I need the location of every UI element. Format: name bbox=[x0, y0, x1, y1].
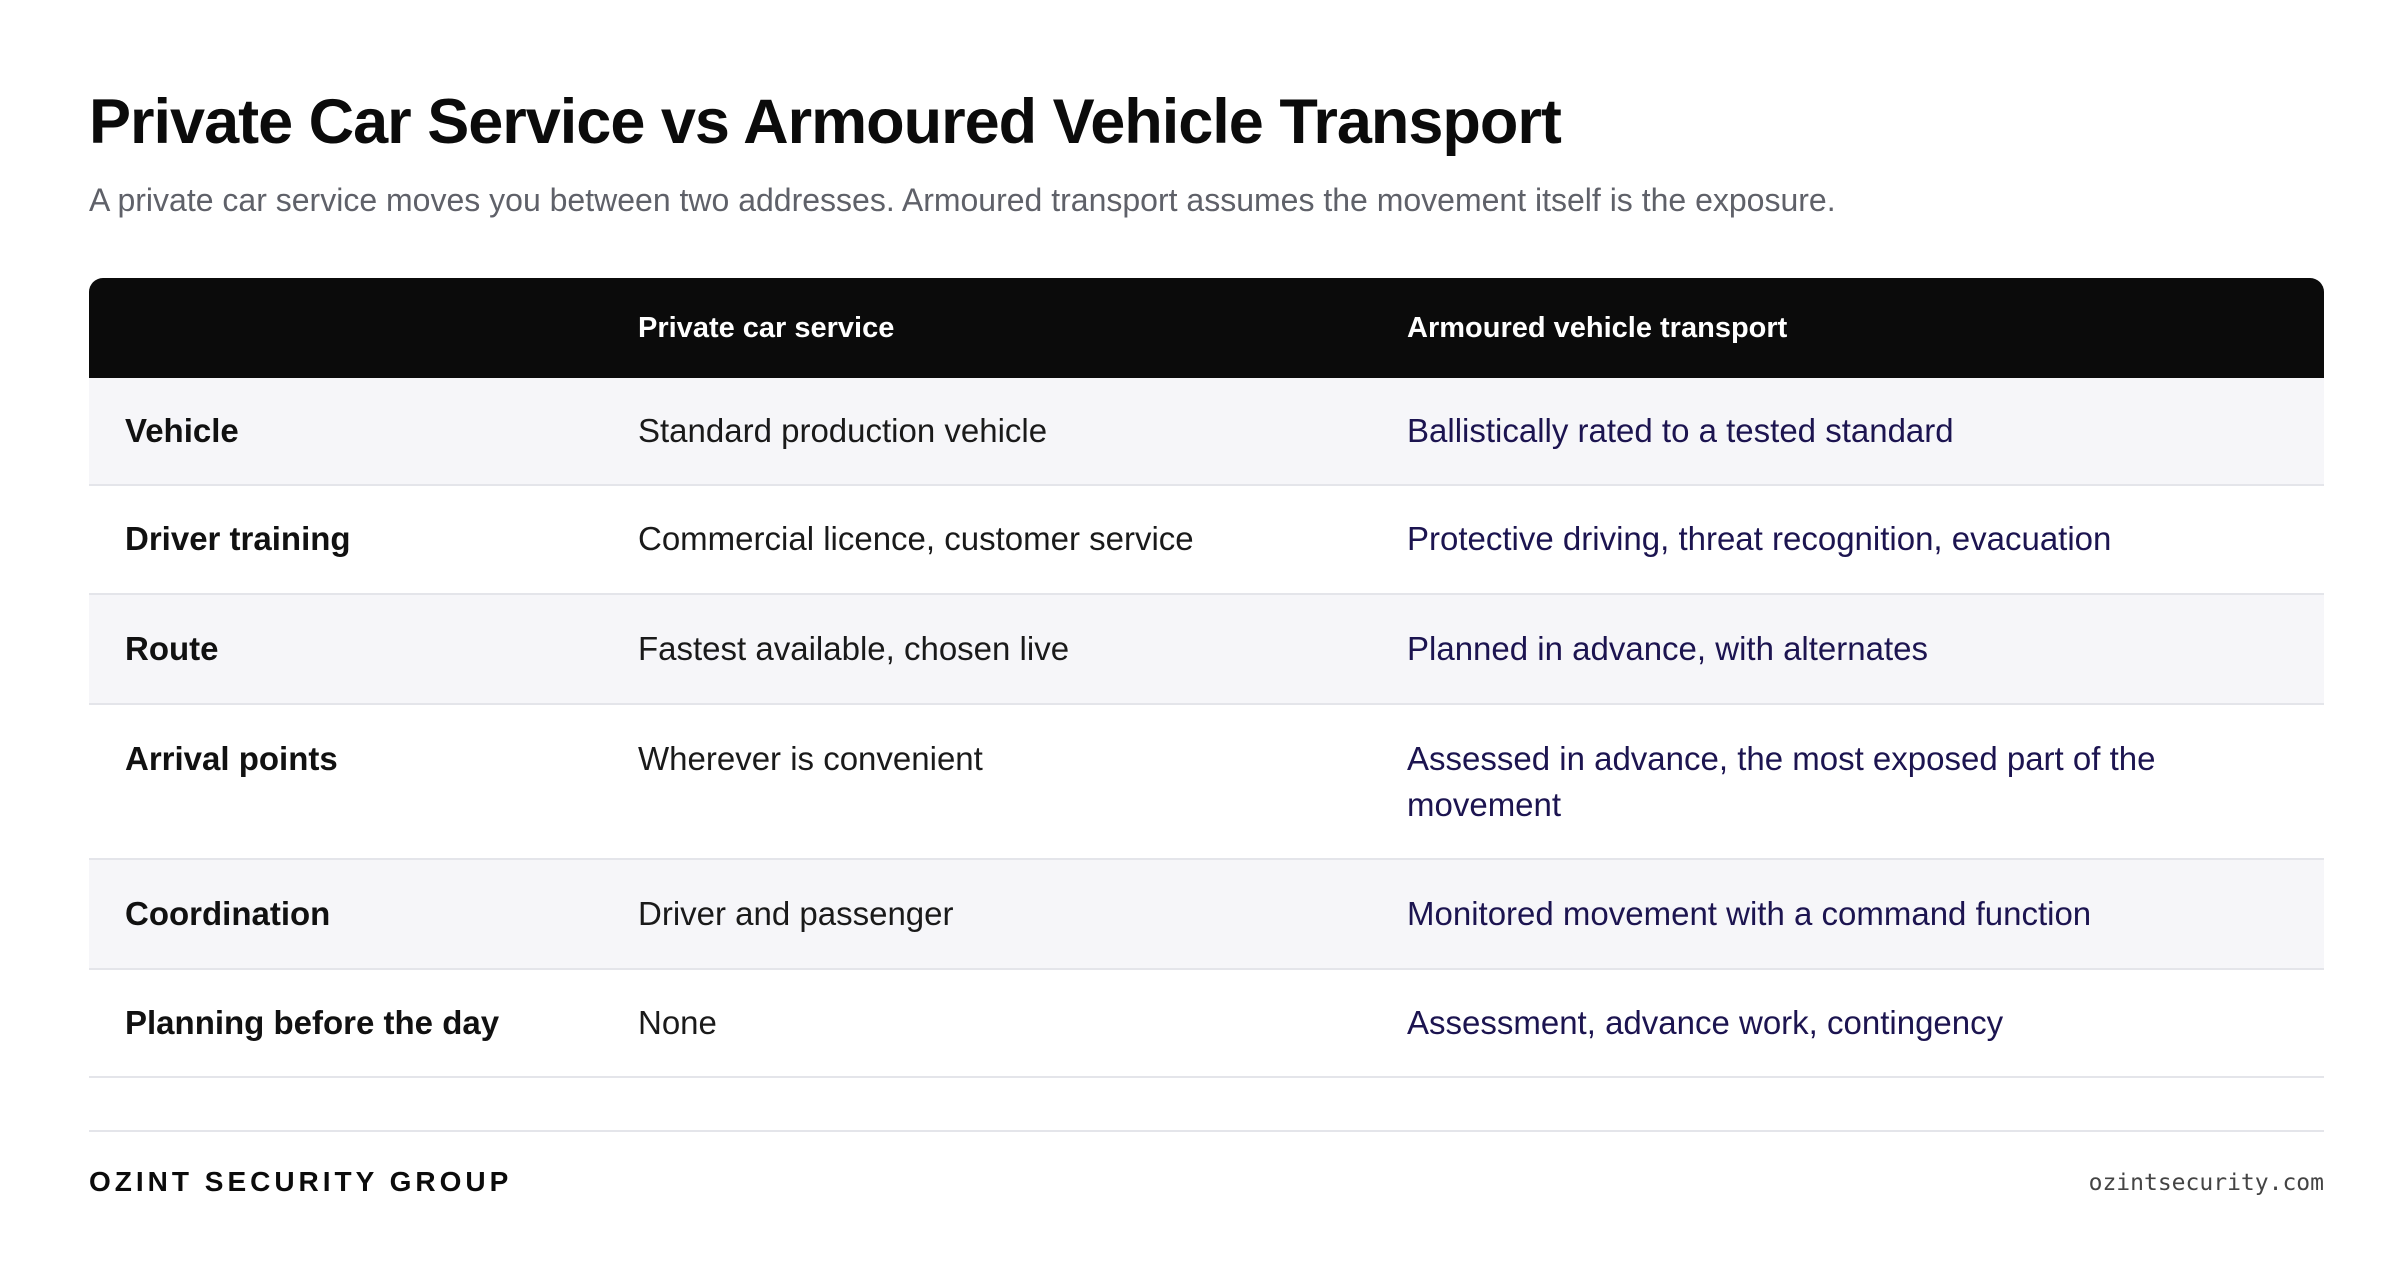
armoured-cell: Protective driving, threat recognition, … bbox=[1407, 520, 2112, 557]
row-label: Coordination bbox=[125, 895, 331, 932]
armoured-cell: Assessed in advance, the most exposed pa… bbox=[1407, 740, 2156, 823]
table-row: Driver training Commercial licence, cust… bbox=[89, 486, 2324, 595]
page-title: Private Car Service vs Armoured Vehicle … bbox=[89, 87, 1562, 157]
table-row: Coordination Driver and passenger Monito… bbox=[89, 860, 2324, 970]
armoured-cell: Ballistically rated to a tested standard bbox=[1407, 412, 1954, 449]
site-url: ozintsecurity.com bbox=[2088, 1170, 2324, 1196]
armoured-cell: Planned in advance, with alternates bbox=[1407, 630, 1929, 667]
table-row: Vehicle Standard production vehicle Ball… bbox=[89, 378, 2324, 486]
row-label: Planning before the day bbox=[125, 1004, 500, 1041]
page-subtitle: A private car service moves you between … bbox=[89, 182, 1836, 218]
table-row: Route Fastest available, chosen live Pla… bbox=[89, 595, 2324, 705]
armoured-cell: Monitored movement with a command functi… bbox=[1407, 895, 2092, 932]
private-cell: Wherever is convenient bbox=[638, 740, 983, 777]
private-cell: Standard production vehicle bbox=[638, 412, 1048, 449]
footer-divider bbox=[89, 1130, 2324, 1132]
row-label: Arrival points bbox=[125, 740, 338, 777]
private-cell: Commercial licence, customer service bbox=[638, 520, 1194, 557]
comparison-table: Private car service Armoured vehicle tra… bbox=[89, 278, 2324, 1078]
row-label: Route bbox=[125, 630, 219, 667]
private-cell: None bbox=[638, 1004, 717, 1041]
header-cell-private: Private car service bbox=[638, 311, 895, 344]
table-header: Private car service Armoured vehicle tra… bbox=[89, 278, 2324, 378]
armoured-cell: Assessment, advance work, contingency bbox=[1407, 1004, 2004, 1041]
brand-name: OZINT SECURITY GROUP bbox=[89, 1166, 513, 1197]
private-cell: Driver and passenger bbox=[638, 895, 954, 932]
table-row: Planning before the day None Assessment,… bbox=[89, 970, 2324, 1078]
private-cell: Fastest available, chosen live bbox=[638, 630, 1070, 667]
row-label: Driver training bbox=[125, 520, 351, 557]
table-row: Arrival points Wherever is convenient As… bbox=[89, 705, 2324, 860]
header-cell-armoured: Armoured vehicle transport bbox=[1407, 311, 1788, 344]
row-label: Vehicle bbox=[125, 412, 239, 449]
